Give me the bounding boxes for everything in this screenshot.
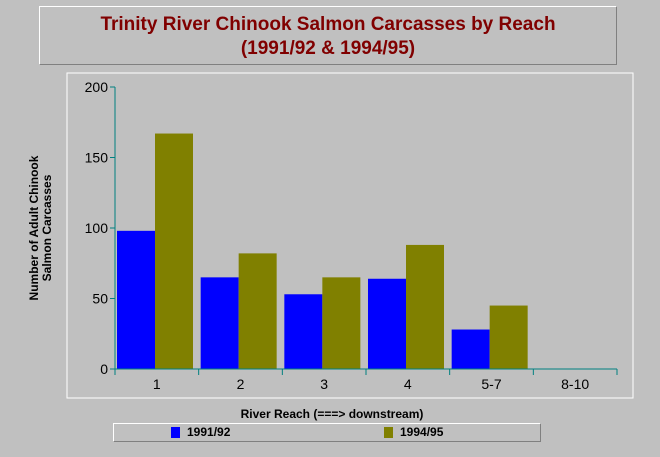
bar-chart: 0 50 100 150 200 1 2 3 4 5-7 8-10 Number of Adult … — [27, 72, 634, 421]
y-tick-label-0: 0 — [100, 361, 108, 377]
bar-1991-92-reach-4 — [368, 278, 406, 369]
x-tick-label-4: 4 — [404, 376, 412, 392]
legend-swatch-1994-95 — [384, 427, 393, 438]
x-axis-label: River Reach (===> downstream) — [241, 407, 424, 421]
plot-area: 0 50 100 150 200 1 2 3 4 5-7 8-10 — [85, 79, 618, 392]
bar-1991-92-reach-5-7 — [451, 329, 490, 369]
chart-title: Trinity River Chinook Salmon Carcasses b… — [100, 14, 556, 35]
legend-item-1994-95: 1994/95 — [384, 426, 443, 439]
y-tick-label-100: 100 — [85, 220, 109, 236]
bar-1994-95-reach-4 — [406, 244, 444, 369]
chart-title-box: Trinity River Chinook Salmon Carcasses b… — [39, 6, 617, 65]
plot-frame — [66, 72, 634, 399]
legend-swatch-1991-92 — [171, 427, 180, 438]
chart-subtitle: (1991/92 & 1994/95) — [240, 38, 416, 59]
legend-label-1994-95: 1994/95 — [400, 425, 444, 439]
bar-1991-92-reach-3 — [284, 294, 323, 369]
x-tick-label-8-10: 8-10 — [561, 376, 589, 392]
bar-1994-95-reach-3 — [322, 277, 361, 369]
x-tick-label-5-7: 5-7 — [481, 376, 501, 392]
legend-item-1991-92: 1991/92 — [171, 426, 230, 439]
x-tick-label-3: 3 — [320, 376, 328, 392]
bar-1994-95-reach-5-7 — [489, 305, 528, 369]
y-tick-label-150: 150 — [85, 150, 109, 166]
bar-1994-95-reach-1 — [155, 133, 193, 369]
legend-label-1991-92: 1991/92 — [187, 425, 231, 439]
y-tick-label-50: 50 — [92, 291, 108, 307]
bar-1991-92-reach-1 — [117, 230, 155, 369]
bar-1991-92-reach-2 — [200, 277, 239, 369]
y-axis-label-line-1: Number of Adult Chinook — [27, 155, 41, 300]
bar-1994-95-reach-2 — [238, 253, 277, 369]
y-axis-label-line-2: Salmon Carcasses — [40, 174, 54, 281]
y-tick-label-200: 200 — [85, 79, 109, 95]
x-tick-label-2: 2 — [237, 376, 245, 392]
x-tick-label-1: 1 — [153, 376, 161, 392]
legend: 1991/92 1994/95 — [113, 423, 541, 442]
